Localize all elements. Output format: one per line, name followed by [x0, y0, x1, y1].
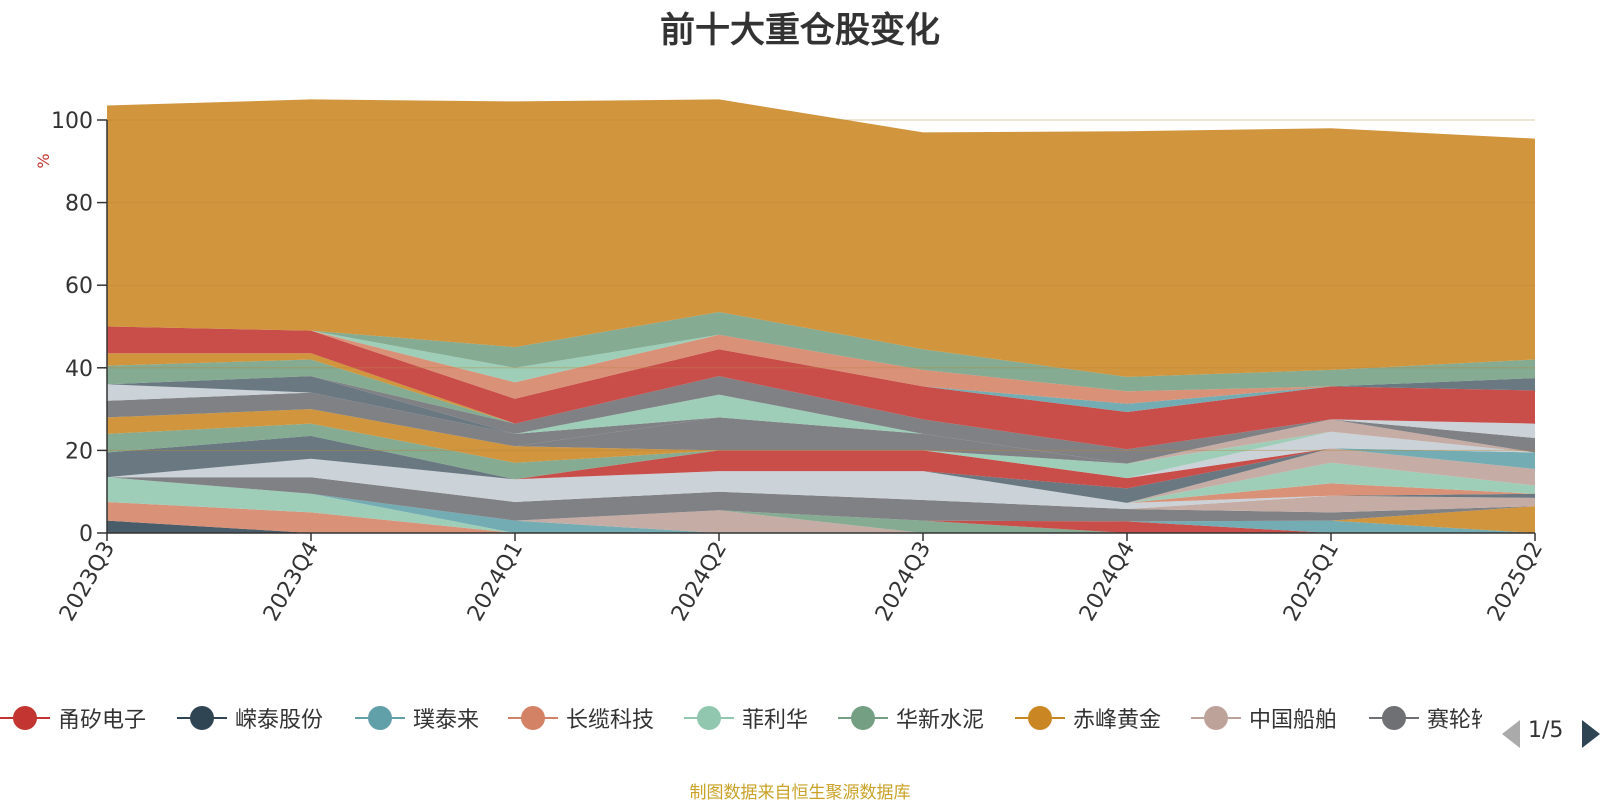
- area-series-19: [107, 435, 1535, 489]
- area-series-group: [107, 99, 1535, 533]
- area-series-18: [107, 435, 1535, 503]
- legend-item[interactable]: 菲利华: [684, 700, 808, 736]
- y-tick-label: 80: [65, 192, 93, 217]
- area-series-4: [107, 477, 1535, 533]
- legend-items: 甬矽电子 嵘泰股份 璞泰来 长缆科技 菲利华 华新水泥 赤峰黄金 中国船舶 赛轮轮胎: [0, 700, 1482, 736]
- legend-marker-icon: [838, 700, 888, 736]
- area-series-15: [107, 458, 1535, 503]
- y-tick-label: 0: [79, 522, 93, 547]
- legend-dot: [1204, 706, 1228, 730]
- legend-label: 华新水泥: [896, 708, 985, 733]
- grid-lines: [107, 119, 1535, 451]
- area-series-13: [107, 458, 1535, 509]
- legend-marker-icon: [1369, 700, 1419, 736]
- legend-dot: [13, 706, 37, 730]
- legend-marker-icon: [684, 700, 734, 736]
- legend-item[interactable]: 赛轮轮胎: [1369, 700, 1482, 736]
- legend-label: 中国船舶: [1249, 708, 1338, 733]
- legend-dot: [190, 706, 214, 730]
- area-series-8: [107, 477, 1535, 533]
- legend-label: 长缆科技: [566, 708, 655, 733]
- legend-dot: [851, 706, 875, 730]
- legend-item[interactable]: 璞泰来: [355, 700, 479, 736]
- area-series-1: [107, 520, 1535, 533]
- legend-label: 赤峰黄金: [1073, 708, 1162, 733]
- legend-item[interactable]: 长缆科技: [508, 700, 654, 736]
- area-series-22: [107, 409, 1535, 479]
- legend-dot: [1028, 706, 1052, 730]
- area-series-28: [107, 384, 1535, 464]
- legend-label: 嵘泰股份: [235, 708, 324, 733]
- area-series-23: [107, 409, 1535, 479]
- legend-prev-page-icon[interactable]: [1502, 720, 1520, 748]
- x-tick-label: 2024Q3: [871, 538, 936, 626]
- legend-dot: [1382, 706, 1406, 730]
- axes: [97, 119, 1536, 541]
- x-tick-label: 2024Q2: [667, 538, 732, 626]
- x-tick-label: 2025Q2: [1483, 538, 1548, 626]
- legend-dot: [697, 706, 721, 730]
- area-series-39: [107, 99, 1535, 377]
- area-series-17: [107, 448, 1535, 503]
- area-series-20: [107, 423, 1535, 480]
- legend-label: 甬矽电子: [58, 708, 147, 733]
- legend-item[interactable]: 华新水泥: [838, 700, 984, 736]
- area-series-31: [107, 359, 1535, 450]
- legend-marker-icon: [508, 700, 558, 736]
- chart-canvas: 0 20 40 60 80 100% 2023Q3 2023Q4 2024Q1 2024Q2 202…: [34, 99, 1548, 626]
- legend: 甬矽电子 嵘泰股份 璞泰来 长缆科技 菲利华 华新水泥 赤峰黄金 中国船舶 赛轮轮胎: [0, 700, 1600, 736]
- y-axis-unit-label: %: [34, 153, 53, 168]
- area-series-33: [107, 326, 1535, 450]
- legend-item[interactable]: 嵘泰股份: [177, 700, 323, 736]
- legend-item[interactable]: 甬矽电子: [0, 700, 146, 736]
- area-series-5: [107, 477, 1535, 533]
- area-series-29: [107, 376, 1535, 464]
- legend-label: 璞泰来: [413, 708, 480, 733]
- legend-dot: [521, 706, 545, 730]
- y-tick-label: 20: [65, 439, 93, 464]
- x-tick-label: 2024Q4: [1075, 538, 1140, 626]
- legend-page-indicator: 1/5: [1528, 718, 1564, 743]
- area-series-16: [107, 448, 1535, 503]
- y-tick-label: 60: [65, 274, 93, 299]
- legend-dot: [368, 706, 392, 730]
- legend-marker-icon: [0, 700, 50, 736]
- y-tick-label: 40: [65, 357, 93, 382]
- legend-item[interactable]: 赤峰黄金: [1015, 700, 1161, 736]
- legend-label: 菲利华: [742, 708, 809, 733]
- legend-label: 赛轮轮胎: [1427, 708, 1482, 733]
- area-series-25: [107, 409, 1535, 464]
- y-tick-label: 100: [51, 109, 93, 134]
- x-tick-label: 2023Q3: [55, 538, 120, 626]
- area-series-26: [107, 392, 1535, 464]
- legend-marker-icon: [1015, 700, 1065, 736]
- legend-next-page-icon[interactable]: [1582, 720, 1600, 748]
- legend-marker-icon: [1191, 700, 1241, 736]
- legend-marker-icon: [177, 700, 227, 736]
- x-tick-label: 2023Q4: [259, 538, 324, 626]
- x-tick-label: 2024Q1: [463, 538, 528, 626]
- area-series-11: [107, 477, 1535, 513]
- x-tick-label: 2025Q1: [1279, 538, 1344, 626]
- data-source-note: 制图数据来自恒生聚源数据库: [689, 783, 911, 803]
- area-series-21: [107, 423, 1535, 479]
- legend-item[interactable]: 中国船舶: [1191, 700, 1337, 736]
- area-series-38: [107, 312, 1535, 392]
- area-series-36: [107, 326, 1535, 404]
- chart-title: 前十大重仓股变化: [659, 11, 940, 51]
- legend-marker-icon: [355, 700, 405, 736]
- area-series-10: [107, 477, 1535, 522]
